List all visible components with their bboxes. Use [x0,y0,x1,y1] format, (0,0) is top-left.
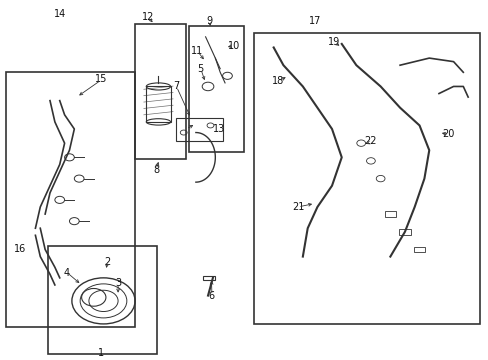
Text: 17: 17 [308,16,321,26]
Text: 7: 7 [173,81,179,91]
Text: 6: 6 [208,291,215,301]
Text: 12: 12 [142,12,154,22]
Bar [254,33,479,324]
Text: 3: 3 [115,278,121,288]
Text: 5: 5 [197,64,203,74]
Bar [146,86,170,122]
Text: 9: 9 [206,16,212,26]
Bar [135,24,186,159]
Text: 10: 10 [227,41,240,51]
Text: 1: 1 [98,348,104,358]
Text: 16: 16 [14,244,26,255]
Bar [413,247,425,252]
Text: 11: 11 [191,46,203,56]
Text: 15: 15 [95,75,107,84]
Text: 22: 22 [364,136,376,147]
Bar [203,276,215,280]
Bar [6,72,135,328]
Bar [176,118,222,141]
Text: 19: 19 [327,37,340,47]
Text: 13: 13 [213,124,225,134]
Bar [384,211,395,217]
Bar [47,246,157,354]
Text: 2: 2 [104,257,110,267]
Text: 8: 8 [153,165,159,175]
Text: 21: 21 [291,202,304,212]
Text: 14: 14 [54,9,66,19]
Bar [188,26,244,152]
Bar [398,229,410,235]
Text: 4: 4 [64,267,70,278]
Text: 18: 18 [272,76,284,86]
Text: 20: 20 [442,129,454,139]
